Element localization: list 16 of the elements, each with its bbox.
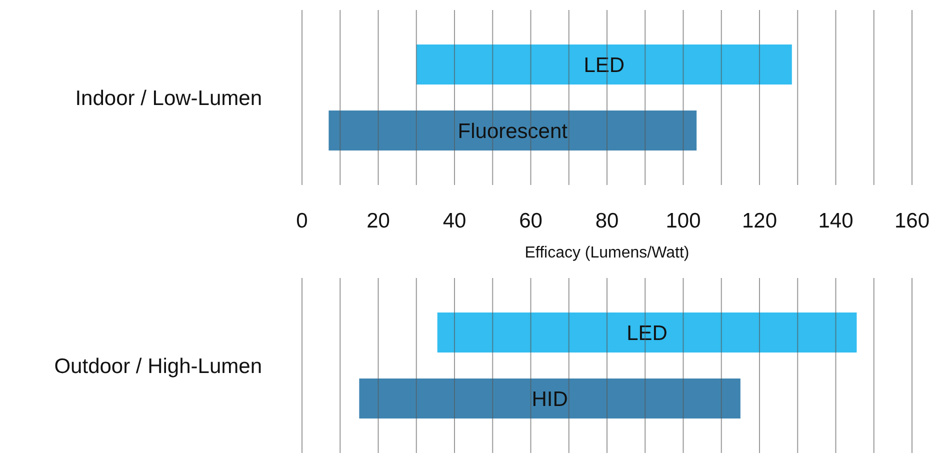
- series-label: LED: [584, 54, 625, 77]
- series-label: HID: [532, 388, 568, 411]
- x-tick-label: 120: [742, 209, 778, 232]
- series-label: Fluorescent: [458, 120, 568, 143]
- y-tick-label: Outdoor / High-Lumen: [54, 354, 262, 378]
- x-tick-label: 80: [595, 209, 619, 232]
- x-tick-label: 140: [818, 209, 854, 232]
- x-tick-label: 60: [519, 209, 542, 232]
- x-axis-title: Efficacy (Lumens/Watt): [524, 244, 690, 262]
- x-tick-label: 160: [894, 209, 930, 232]
- x-tick-label: 20: [366, 209, 390, 232]
- series-label: LED: [626, 322, 668, 345]
- x-tick-label: 100: [666, 209, 701, 232]
- x-tick-label: 40: [442, 209, 466, 232]
- x-tick-label: 0: [296, 209, 308, 232]
- y-tick-label: Indoor / Low-Lumen: [75, 86, 262, 110]
